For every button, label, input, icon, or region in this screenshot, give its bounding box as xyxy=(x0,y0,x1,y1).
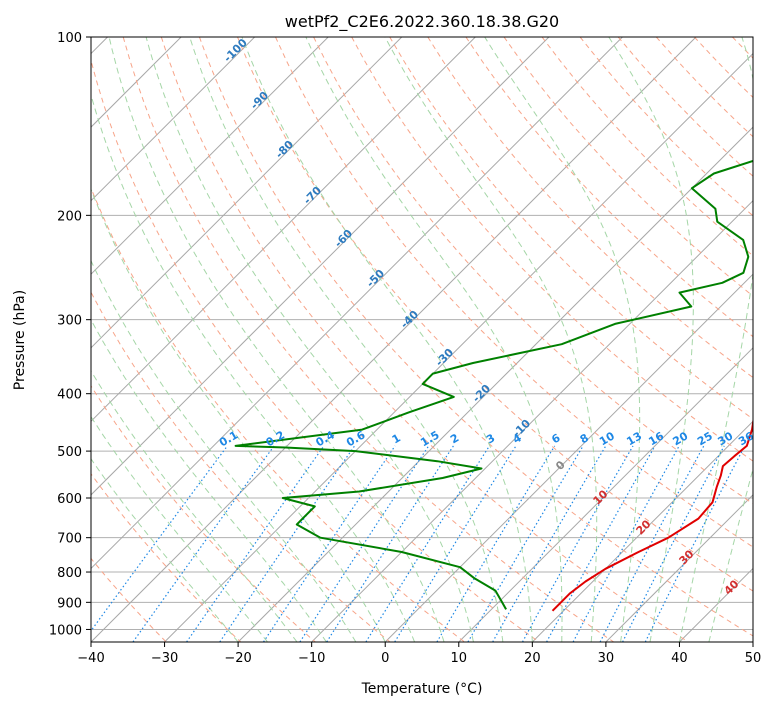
x-tick-label: −10 xyxy=(298,651,325,666)
isotherm-line xyxy=(91,37,329,275)
dry-adiabat xyxy=(160,37,689,642)
x-tick-label: 0 xyxy=(381,651,389,666)
dry-adiabat xyxy=(503,37,753,297)
mixing-ratio-line xyxy=(326,445,454,642)
profile-series xyxy=(234,159,753,612)
moist-adiabat xyxy=(241,37,533,642)
x-tick-label: −40 xyxy=(77,651,104,666)
dry-adiabat xyxy=(91,291,391,642)
mixing-ratio-line xyxy=(644,445,746,642)
moist-adiabat xyxy=(608,37,694,642)
mixing-ratio-line xyxy=(436,445,556,642)
moist-adiabat xyxy=(91,188,386,642)
dry-adiabat xyxy=(91,384,316,642)
y-tick-label: 200 xyxy=(57,209,82,224)
isotherm-line xyxy=(91,37,476,423)
dry-adiabat xyxy=(198,37,753,637)
x-tick-label: 30 xyxy=(598,651,615,666)
moist-adiabat xyxy=(305,37,563,642)
dewpoint-line xyxy=(234,159,753,610)
dry-adiabat xyxy=(351,37,753,462)
isotherm-line xyxy=(164,52,753,642)
y-tick-label: 100 xyxy=(57,31,82,46)
y-tick-label: 500 xyxy=(57,445,82,460)
mixing-ratio-line xyxy=(622,445,725,642)
isotherm-line xyxy=(91,37,403,349)
x-tick-label: 50 xyxy=(745,651,762,666)
moist-adiabat xyxy=(91,318,327,642)
mixing-ratio-line xyxy=(186,445,325,642)
isotherm-line xyxy=(605,494,753,642)
isotherm-line xyxy=(91,37,697,642)
y-tick-label: 800 xyxy=(57,566,82,581)
x-axis-title: Temperature (°C) xyxy=(361,681,483,697)
dry-adiabat xyxy=(91,58,540,642)
plot-frame xyxy=(90,36,754,643)
x-axis: −40 −30 −20 −10 0 10 20 30 40 50 xyxy=(77,642,761,666)
temperature-line xyxy=(551,416,753,612)
isotherm-line xyxy=(531,420,753,642)
dry-adiabat xyxy=(313,37,753,505)
moist-adiabat xyxy=(91,259,357,642)
dry-adiabat xyxy=(91,472,242,642)
y-tick-label: 1000 xyxy=(49,623,82,638)
moist-adiabat xyxy=(708,467,753,642)
background-lines xyxy=(91,37,753,642)
mixing-ratio-line xyxy=(219,445,356,642)
moist-adiabat xyxy=(91,369,298,642)
isotherm-line xyxy=(91,37,623,570)
moist-adiabat xyxy=(678,37,753,642)
x-tick-label: 40 xyxy=(671,651,688,666)
y-tick-label: 700 xyxy=(57,532,82,547)
dry-adiabat xyxy=(465,37,753,338)
isotherm-line xyxy=(458,347,753,642)
moist-adiabat xyxy=(91,415,268,642)
mixing-ratio-line xyxy=(132,445,275,642)
moist-adiabat xyxy=(91,93,416,642)
y-tick-label: 600 xyxy=(57,492,82,507)
dry-adiabat xyxy=(275,37,753,548)
isotherm-line xyxy=(91,37,550,496)
dry-adiabat xyxy=(237,37,753,592)
moist-adiabat xyxy=(108,37,445,642)
moist-adiabat xyxy=(384,37,598,642)
mixing-ratio-line xyxy=(262,445,396,642)
mixing-ratio-line xyxy=(365,445,491,642)
isotherm-line xyxy=(311,199,753,642)
dry-adiabat xyxy=(91,557,167,642)
mixing-ratio-line xyxy=(467,445,584,642)
dry-adiabat xyxy=(91,186,465,642)
x-tick-label: 20 xyxy=(524,651,541,666)
y-tick-label: 900 xyxy=(57,596,82,611)
dry-adiabat xyxy=(122,37,614,642)
mixing-ratio-line xyxy=(521,445,634,642)
y-tick-label: 400 xyxy=(57,388,82,403)
moist-adiabat xyxy=(91,457,239,642)
x-tick-label: 10 xyxy=(451,651,468,666)
moist-adiabat xyxy=(484,37,641,642)
x-tick-label: −20 xyxy=(224,651,251,666)
isotherm-line xyxy=(384,273,753,642)
y-axis-title: Pressure (hPa) xyxy=(12,290,28,390)
mixing-ratio-line xyxy=(546,445,656,642)
moist-adiabat xyxy=(145,37,474,642)
x-tick-label: −30 xyxy=(151,651,178,666)
moist-adiabat xyxy=(189,37,504,642)
chart-title: wetPf2_C2E6.2022.360.18.38.G20 xyxy=(285,12,559,32)
y-tick-label: 300 xyxy=(57,314,82,329)
isotherm-line xyxy=(91,37,256,202)
y-axis: 100 200 300 400 500 600 700 800 900 1000 xyxy=(49,31,91,638)
mixing-ratio-line xyxy=(299,445,430,642)
